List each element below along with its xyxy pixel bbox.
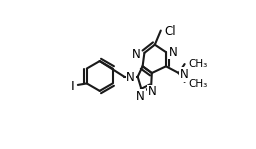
Text: N: N	[169, 46, 178, 59]
Text: N: N	[126, 71, 135, 84]
Text: N: N	[132, 48, 141, 61]
Text: I: I	[71, 80, 75, 93]
Text: N: N	[180, 68, 189, 81]
Text: N: N	[147, 85, 156, 98]
Text: N: N	[136, 90, 145, 103]
Text: CH₃: CH₃	[189, 79, 208, 89]
Text: Cl: Cl	[165, 25, 176, 38]
Text: CH₃: CH₃	[189, 59, 208, 69]
